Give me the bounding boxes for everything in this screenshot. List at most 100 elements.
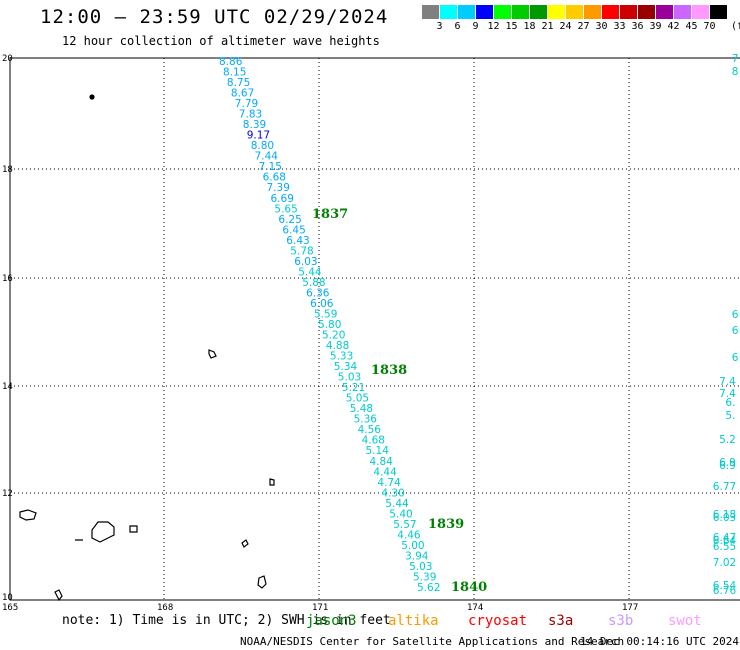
wave-height-label: 5.44 (298, 266, 322, 278)
wave-height-label: 9.17 (247, 130, 270, 142)
colorbar-swatch (584, 5, 602, 19)
wave-height-label: 5.14 (366, 445, 390, 457)
wave-height-label: 5.65 (274, 203, 297, 215)
wave-height-label: 5.33 (330, 351, 353, 363)
wave-height-label: 5.34 (334, 361, 358, 373)
edge-wave-label: 6.54 (713, 580, 737, 592)
wave-height-label: 4.74 (377, 477, 401, 489)
wave-height-label: 6.69 (271, 193, 294, 205)
timestamp: 14 Dec 00:14:16 UTC 2024 (580, 635, 739, 648)
right-edge-labels: 786667.47.46.5.5.26.96.96.776.186.036.47… (713, 53, 739, 597)
satellite-legend-altika: altika (388, 613, 439, 629)
wave-height-label: 5.36 (354, 414, 378, 426)
map-frame (9, 57, 740, 601)
edge-wave-label: 6.64 (713, 535, 737, 547)
island (257, 575, 267, 589)
colorbar-swatch (620, 5, 638, 19)
colorbar-swatch (512, 5, 530, 19)
wave-height-label: 5.03 (409, 561, 432, 573)
y-axis-ticks: 20 18 16 14 12 10 (2, 54, 13, 603)
edge-wave-label: 6. (725, 397, 735, 409)
edge-wave-label: 7.02 (713, 557, 736, 569)
wave-height-label: 4.84 (370, 456, 394, 468)
edge-wave-label: 6.18 (713, 509, 736, 521)
wave-height-label: 7.39 (267, 182, 290, 194)
pass-label: 1839 (428, 517, 464, 532)
satellite-legend-jason3: jason3 (306, 613, 357, 629)
colorbar-label: 27 (577, 21, 590, 32)
edge-wave-label: 6.76 (713, 585, 737, 597)
wave-height-label: 5.80 (318, 319, 341, 331)
y-tick: 12 (2, 489, 13, 499)
wave-height-label: 8.80 (251, 140, 274, 152)
map-subtitle: 12 hour collection of altimeter wave hei… (62, 34, 380, 48)
wave-height-label: 5.20 (322, 330, 345, 342)
wave-height-label: 8.75 (227, 77, 250, 89)
edge-wave-label: 6.03 (713, 512, 736, 524)
wave-height-label: 5.78 (290, 245, 313, 257)
edge-wave-label: 6.55 (713, 541, 736, 553)
wave-height-label: 7.79 (235, 98, 258, 110)
edge-wave-label: 6.9 (719, 460, 736, 472)
wave-height-label: 8.39 (243, 119, 266, 131)
y-tick: 14 (2, 382, 13, 392)
island (241, 539, 249, 548)
edge-wave-label: 7.4 (719, 376, 736, 388)
wave-height-label: 5.40 (389, 508, 412, 520)
colorbar-labels: 3 6 9 12 15 18 21 24 27 30 33 36 39 42 45 70 (422, 21, 732, 33)
colorbar-unit: (ft) (731, 21, 740, 32)
x-tick: 177 (622, 603, 638, 613)
edge-wave-label: 6 (732, 309, 739, 321)
wave-height-label: 6.45 (282, 224, 305, 236)
edge-wave-label: 6.9 (719, 457, 736, 469)
wave-height-label: 3.94 (405, 550, 429, 562)
wave-height-label: 4.46 (397, 529, 421, 541)
colorbar-label: 18 (523, 21, 536, 32)
wave-height-label: 6.25 (278, 214, 301, 226)
colorbar-swatch (476, 5, 494, 19)
island (129, 525, 138, 533)
y-tick: 18 (2, 165, 13, 175)
colorbar-label: 42 (667, 21, 680, 32)
colorbar-label: 70 (703, 21, 716, 32)
edge-wave-label: 8 (732, 66, 739, 78)
colorbar-label: 36 (631, 21, 644, 32)
x-tick: 174 (467, 603, 483, 613)
island (89, 94, 95, 100)
island (19, 509, 37, 521)
wave-height-label: 8.15 (223, 67, 246, 79)
wave-height-label: 5.59 (314, 309, 337, 321)
footer-credit: NOAA/NESDIS Center for Satellite Applica… (240, 635, 625, 648)
edge-wave-label: 5. (725, 410, 735, 422)
x-tick: 171 (312, 603, 328, 613)
colorbar-swatch (674, 5, 692, 19)
colorbar-label: 9 (472, 21, 479, 32)
edge-wave-label: 6.77 (713, 481, 736, 493)
satellite-legend-s3b: s3b (608, 613, 634, 629)
edge-wave-label: 6.47 (713, 532, 736, 544)
colorbar-swatch (602, 5, 620, 19)
wave-height-label: 5.21 (342, 382, 365, 394)
wave-height-label: 4.68 (362, 435, 385, 447)
colorbar-label: 3 (436, 21, 443, 32)
wave-height-label: 4.44 (373, 466, 397, 478)
island (75, 521, 115, 543)
colorbar-swatch (494, 5, 512, 19)
wave-height-label: 6.68 (263, 172, 286, 184)
colorbar (422, 5, 728, 21)
satellite-legend-swot: swot (668, 613, 702, 629)
colorbar-swatch (656, 5, 674, 19)
y-tick: 20 (2, 54, 13, 64)
pass-labels: 1837 1838 1839 1840 (312, 207, 487, 595)
colorbar-label: 21 (541, 21, 554, 32)
x-tick: 165 (2, 603, 18, 613)
colorbar-swatch (530, 5, 548, 19)
colorbar-swatch (422, 5, 440, 19)
colorbar-label: 39 (649, 21, 662, 32)
wave-height-label: 6.36 (306, 287, 330, 299)
colorbar-label: 33 (613, 21, 626, 32)
wave-height-label: 4.56 (358, 424, 382, 436)
edge-wave-label: 6 (732, 352, 739, 364)
pass-label: 1837 (312, 207, 348, 222)
